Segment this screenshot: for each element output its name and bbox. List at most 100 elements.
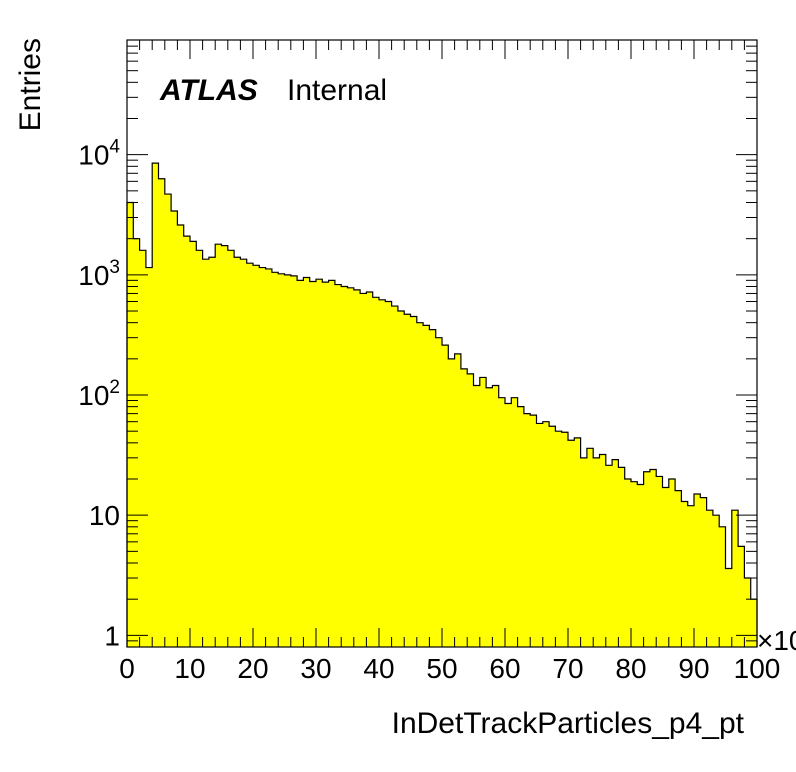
histogram-bin <box>297 280 304 647</box>
histogram-bin <box>448 358 455 647</box>
histogram-bin <box>202 259 210 647</box>
histogram-bin <box>253 265 260 647</box>
histogram-bin <box>473 385 481 647</box>
histogram-bin <box>744 578 752 647</box>
histogram-bin <box>353 289 361 647</box>
histogram-bin <box>593 457 600 647</box>
histogram-bin <box>416 322 424 647</box>
y-tick-label: 10 <box>89 500 120 531</box>
histogram-bin <box>442 345 449 647</box>
histogram-bin <box>265 268 273 647</box>
x-tick-label: 20 <box>237 653 268 684</box>
y-tick-label: 1 <box>104 620 120 651</box>
histogram-bin <box>322 282 329 647</box>
histogram-bin <box>171 210 178 647</box>
histogram-bin <box>467 373 474 647</box>
histogram-bin <box>530 415 537 647</box>
y-tick-label: 103 <box>78 257 120 291</box>
histogram-bin <box>492 385 500 647</box>
x-tick-label: 100 <box>734 653 781 684</box>
histogram-bin <box>599 454 607 647</box>
histogram-bin <box>158 178 166 647</box>
histogram-bin <box>397 311 405 647</box>
histogram-bin <box>404 314 411 647</box>
histogram-bin <box>706 510 714 647</box>
histogram-bin <box>372 297 380 647</box>
histogram-bin <box>668 479 676 647</box>
histogram-bin <box>454 353 462 647</box>
histogram-bin <box>681 501 689 647</box>
histogram-bin <box>328 280 336 647</box>
histogram-bin <box>139 250 147 647</box>
histogram-bin <box>460 368 468 647</box>
histogram-bin <box>486 387 493 647</box>
x-tick-label: 0 <box>119 653 135 684</box>
histogram-bin <box>586 448 594 647</box>
histogram-bin <box>549 426 556 647</box>
histogram-bin <box>656 476 663 647</box>
histogram-bin <box>568 440 575 647</box>
x-tick-label: 90 <box>678 653 709 684</box>
histogram-bin <box>498 397 506 647</box>
histogram-bin <box>278 273 285 647</box>
atlas-label: ATLAS <box>159 74 258 107</box>
x-tick-label: 50 <box>426 653 457 684</box>
histogram-bin <box>435 337 443 647</box>
histogram-bin <box>662 487 670 647</box>
histogram-bin <box>410 316 418 647</box>
histogram-bin <box>127 202 134 647</box>
histogram-bin <box>177 224 185 647</box>
histogram-bin <box>145 267 153 647</box>
histogram-bin <box>423 325 430 647</box>
histogram-bin <box>183 236 191 647</box>
histogram-bin <box>618 467 626 647</box>
histogram-bin <box>379 299 386 647</box>
y-axis-title: Entries <box>14 38 47 131</box>
histogram-bin <box>574 437 581 647</box>
y-tick-label: 102 <box>78 377 120 411</box>
histogram-bin <box>215 244 222 647</box>
x-tick-label: 40 <box>363 653 394 684</box>
histogram-bin <box>643 471 651 647</box>
histogram-bin <box>511 397 518 647</box>
histogram-bin <box>719 526 726 647</box>
histogram-bin <box>605 465 613 647</box>
histogram-bin <box>700 497 707 647</box>
histogram-bin <box>334 284 342 647</box>
histogram-bin <box>391 306 399 647</box>
histogram-bin <box>555 431 563 647</box>
histogram-bin <box>580 457 588 647</box>
x-tick-label: 70 <box>552 653 583 684</box>
histogram-bin <box>750 599 758 647</box>
histogram-bin <box>517 406 525 647</box>
x-axis-multiplier: ×10 <box>757 625 796 656</box>
y-tick-label: 104 <box>78 137 120 171</box>
axis-ticks <box>126 39 758 648</box>
histogram-bin <box>196 250 203 647</box>
histogram-bin <box>316 279 323 647</box>
histogram-bin <box>649 469 657 647</box>
histogram-bin <box>190 241 197 648</box>
histogram-bin <box>738 546 745 647</box>
histogram-bin <box>694 494 701 647</box>
histogram-bin <box>208 257 216 647</box>
histogram-bin <box>631 481 638 647</box>
histogram-bars <box>127 163 758 648</box>
x-tick-label: 80 <box>615 653 646 684</box>
histogram-bin <box>542 421 550 647</box>
x-tick-labels: 0 10 20 30 40 50 60 70 80 90 100 <box>119 653 780 684</box>
histogram-bin <box>385 301 392 647</box>
internal-label: Internal <box>287 74 387 107</box>
histogram-bin <box>523 413 531 647</box>
histogram-bin <box>234 257 241 647</box>
histogram-bin <box>271 272 279 647</box>
histogram-bin <box>637 484 644 647</box>
histogram-bin <box>712 515 720 647</box>
histogram-bin <box>259 267 266 647</box>
histogram-bin <box>341 286 348 647</box>
histogram-bin <box>624 479 632 647</box>
x-tick-label: 10 <box>174 653 205 684</box>
x-tick-label: 60 <box>489 653 520 684</box>
histogram-step-outline <box>126 162 758 647</box>
x-tick-label: 30 <box>300 653 331 684</box>
